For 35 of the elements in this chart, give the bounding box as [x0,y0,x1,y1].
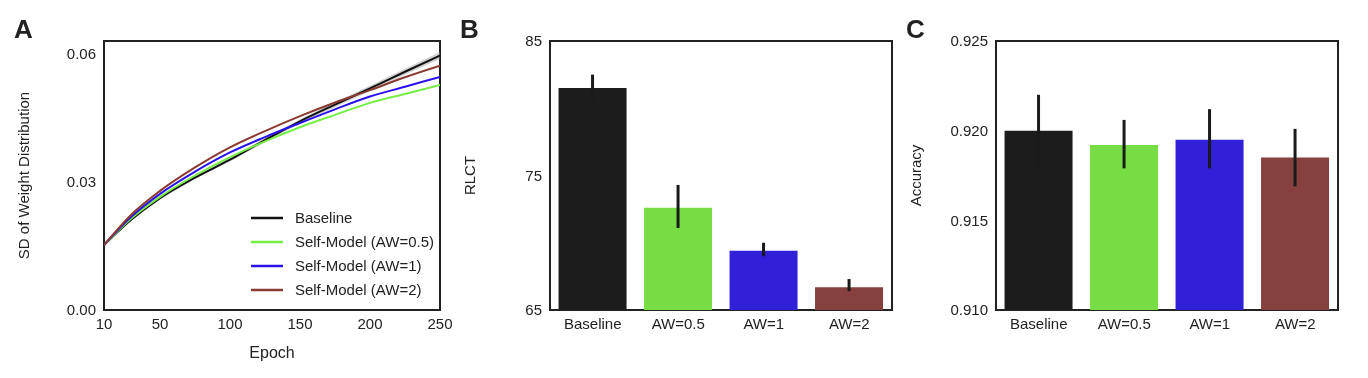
x-tick-label: 50 [151,314,169,332]
y-tick-label: 85 [525,32,542,50]
x-tick-label: 100 [217,314,243,332]
chart-title: C [906,14,925,45]
x-tick-label: 150 [287,314,313,332]
x-tick-label: AW=0.5 [1097,314,1151,332]
x-tick-label: Baseline [1009,314,1068,332]
chart-title: B [460,14,479,45]
y-tick-label: 0.920 [950,121,988,139]
legend-label: Self-Model (AW=1) [294,256,422,276]
y-tick-label: 0.925 [950,32,988,50]
x-tick-label: Baseline [563,314,622,332]
x-tick-label: AW=0.5 [651,314,705,332]
y-axis-title: Accuracy [907,144,925,207]
x-tick-label: AW=1 [743,314,785,332]
legend-label: Self-Model (AW=2) [294,280,422,300]
x-axis-title: Epoch [249,344,295,361]
x-tick-label: 250 [427,314,453,332]
y-tick-label: 0.910 [950,301,988,319]
x-tick-label: AW=1 [1189,314,1231,332]
y-tick-label: 75 [525,166,542,184]
x-tick-label: 10 [95,314,113,332]
chart-title: A [14,14,33,45]
legend-label: Self-Model (AW=0.5) [294,232,434,252]
y-tick-label: 0.915 [950,211,988,229]
x-tick-label: AW=2 [828,314,870,332]
y-axis-title: RLCT [461,155,479,196]
y-tick-label: 0.06 [66,45,96,63]
y-tick-label: 65 [525,301,542,319]
y-tick-label: 0.00 [66,301,96,319]
x-tick-label: 200 [357,314,383,332]
y-tick-label: 0.03 [66,173,96,191]
legend-label: Baseline [294,208,353,228]
x-tick-label: AW=2 [1274,314,1316,332]
y-axis-title: SD of Weight Distribution [15,91,33,260]
